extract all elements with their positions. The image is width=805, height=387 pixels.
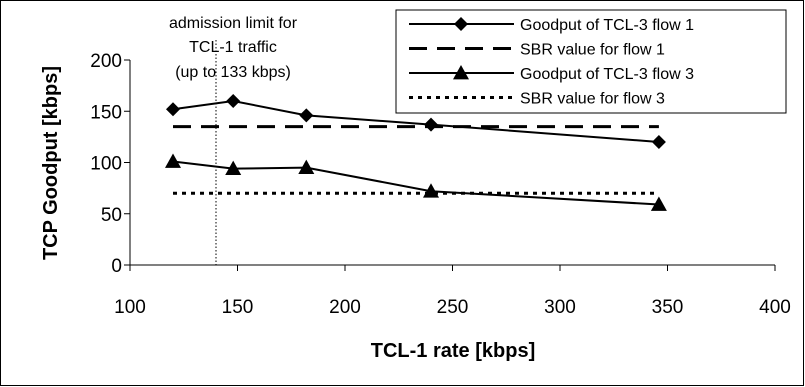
legend-label: SBR value for flow 3 bbox=[520, 91, 665, 108]
y-tick-label: 200 bbox=[90, 51, 122, 72]
triangle-marker bbox=[298, 159, 315, 175]
x-tick-label: 400 bbox=[759, 297, 791, 318]
diamond-marker bbox=[299, 108, 314, 123]
legend-diamond-marker bbox=[454, 17, 468, 31]
annotation-line: (up to 133 kbps) bbox=[175, 64, 291, 81]
diamond-marker bbox=[651, 135, 666, 149]
legend-label: SBR value for flow 1 bbox=[520, 42, 665, 59]
x-tick-label: 150 bbox=[222, 297, 254, 318]
legend-triangle-marker bbox=[453, 65, 469, 80]
diamond-marker bbox=[424, 117, 438, 132]
y-tick-label: 0 bbox=[111, 256, 122, 277]
triangle-marker bbox=[423, 183, 439, 198]
x-tick-label: 100 bbox=[114, 297, 146, 318]
diamond-marker bbox=[226, 94, 241, 108]
triangle-marker bbox=[650, 196, 667, 211]
y-tick-label: 100 bbox=[90, 154, 122, 175]
annotation-line: admission limit for bbox=[169, 15, 298, 32]
y-tick-label: 50 bbox=[101, 205, 122, 226]
annotation-line: TCL-1 traffic bbox=[189, 39, 277, 56]
triangle-marker bbox=[165, 153, 181, 168]
y-tick-label: 150 bbox=[90, 102, 122, 123]
diamond-marker bbox=[166, 102, 180, 117]
x-axis-title: TCL-1 rate [kbps] bbox=[371, 340, 535, 362]
legend-label: Goodput of TCL-3 flow 3 bbox=[520, 66, 694, 83]
x-tick-label: 200 bbox=[329, 297, 361, 318]
x-tick-label: 350 bbox=[652, 297, 684, 318]
x-tick-label: 250 bbox=[437, 297, 469, 318]
legend-label: Goodput of TCL-3 flow 1 bbox=[520, 17, 694, 34]
y-axis-title: TCP Goodput [kbps] bbox=[40, 66, 62, 260]
x-tick-label: 300 bbox=[544, 297, 576, 318]
triangle-marker bbox=[225, 160, 242, 176]
